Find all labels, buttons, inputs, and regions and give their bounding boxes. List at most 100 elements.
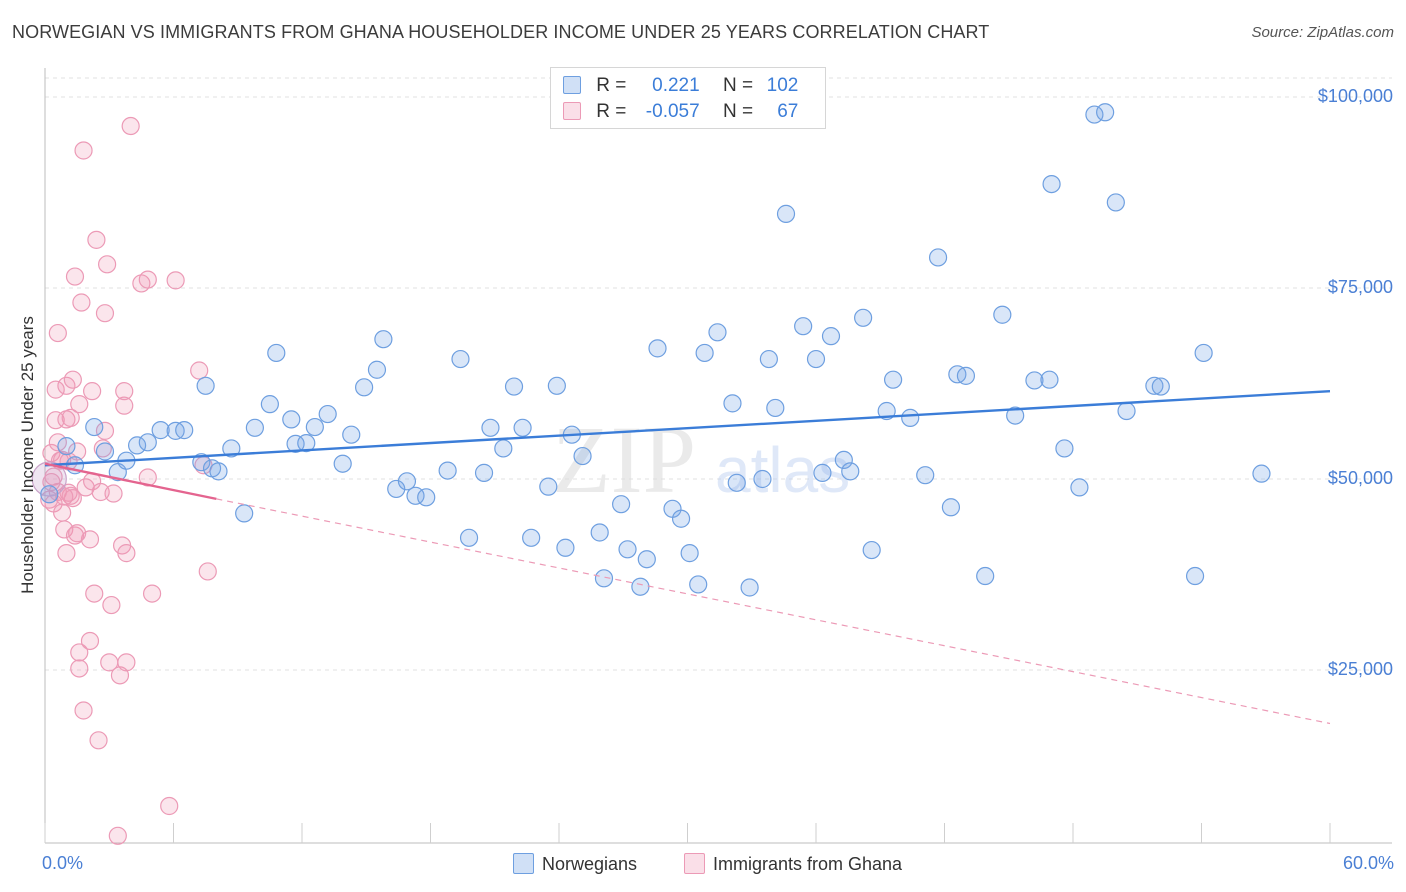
ghana-point [74, 141, 93, 160]
norwegians-point [40, 485, 59, 504]
norwegians-point [1194, 343, 1213, 363]
norwegians-point [138, 433, 157, 452]
norwegians-r-value: 0.221 [652, 75, 700, 96]
norwegians-point [1040, 370, 1059, 389]
norwegians-point [451, 349, 470, 369]
ghana-r-value: -0.057 [645, 101, 700, 122]
norwegians-point [1117, 401, 1136, 421]
norwegians-point [637, 550, 656, 569]
norwegians-point [1042, 174, 1061, 194]
norwegians-point [877, 401, 896, 421]
y-tick-label: $100,000 [1317, 86, 1393, 106]
norwegians-point [1106, 193, 1125, 212]
ghana-point [95, 304, 115, 323]
norwegians-trend-line [44, 389, 1331, 467]
norwegians-point [539, 477, 558, 496]
ghana-point [108, 826, 127, 845]
ghana-point [46, 380, 65, 399]
series-ghana [31, 116, 217, 845]
norwegians-point [1096, 103, 1115, 122]
norwegians-point [573, 446, 592, 466]
norwegians-point [318, 404, 337, 424]
ghana-point [166, 271, 185, 290]
norwegians-point [631, 577, 650, 596]
norwegians-point [956, 366, 976, 385]
norwegians-point [333, 454, 352, 473]
norwegians-legend-icon [513, 853, 534, 874]
norwegians-point [976, 566, 995, 586]
y-tick-label: $75,000 [1327, 277, 1393, 297]
ghana-point [48, 433, 67, 452]
norwegians-point [723, 394, 742, 413]
legend-norwegians[interactable]: Norwegians [513, 853, 637, 875]
ghana-point [65, 267, 85, 286]
norwegians-point [883, 370, 903, 389]
norwegians-point [297, 433, 316, 453]
norwegians-point [928, 248, 948, 267]
ghana-point [142, 584, 162, 603]
norwegians-point [794, 317, 813, 336]
norwegians-point [776, 204, 796, 223]
norwegians-point [648, 339, 667, 358]
norwegians-point [192, 453, 211, 472]
ghana-point [95, 421, 115, 440]
legend-norwegians-label: Norwegians [542, 854, 638, 874]
stats-box: R = 0.221 N = 102 R = -0.057 N = 67 [550, 67, 826, 129]
ghana-point [117, 544, 136, 563]
cluster-point [31, 461, 67, 497]
n-label: N = [722, 75, 754, 96]
norwegians-point [841, 462, 860, 481]
norwegians-point [494, 439, 513, 458]
ghana-point [61, 486, 80, 505]
stats-row-ghana: R = -0.057 N = 67 [563, 101, 798, 125]
ghana-point [61, 408, 80, 427]
norwegians-point [522, 528, 541, 547]
legend-ghana-label: Immigrants from Ghana [713, 854, 903, 874]
ghana-point [104, 484, 123, 503]
y-axis-label: Householder Income Under 25 years [18, 316, 37, 594]
norwegians-point [1055, 439, 1074, 458]
ghana-point [138, 270, 157, 289]
norwegians-point [612, 495, 631, 514]
norwegians-point [740, 578, 759, 597]
n-label: N = [722, 101, 754, 122]
norwegians-point [547, 376, 566, 395]
ghana-point [93, 439, 112, 458]
ghana-point [98, 255, 117, 274]
norwegians-point [260, 395, 279, 414]
norwegians-point [438, 461, 457, 480]
norwegians-point [513, 418, 532, 437]
ghana-point [57, 544, 76, 563]
ghana-point [74, 701, 93, 720]
norwegians-point [1151, 377, 1170, 396]
ghana-point [72, 293, 91, 312]
norwegians-point [766, 398, 785, 418]
source-label: Source: ZipAtlas.com [1251, 24, 1394, 41]
ghana-point [190, 361, 209, 380]
norwegians-point [916, 466, 935, 485]
norwegians-point [235, 504, 254, 523]
norwegians-point [282, 410, 301, 429]
norwegians-point [854, 308, 873, 327]
norwegians-point [245, 418, 264, 437]
ghana-point [160, 796, 179, 816]
norwegians-point [342, 425, 361, 444]
norwegians-point [753, 469, 772, 489]
norwegians-point [671, 509, 691, 528]
norwegians-point [1085, 105, 1104, 124]
ghana-point [80, 631, 100, 651]
norwegians-point [367, 360, 387, 379]
norwegians-point [504, 377, 524, 396]
norwegians-point [459, 528, 479, 547]
norwegians-point [374, 330, 393, 349]
legend-ghana[interactable]: Immigrants from Ghana [684, 853, 902, 875]
norwegians-point [993, 305, 1012, 324]
norwegians-point [305, 417, 324, 437]
norwegians-point [222, 439, 241, 458]
norwegians-point [759, 349, 778, 369]
norwegians-point [417, 488, 436, 507]
norwegians-point [85, 417, 104, 437]
x-tick-label-right: 60.0% [1342, 853, 1394, 873]
ghana-trend-extension [216, 498, 1331, 725]
